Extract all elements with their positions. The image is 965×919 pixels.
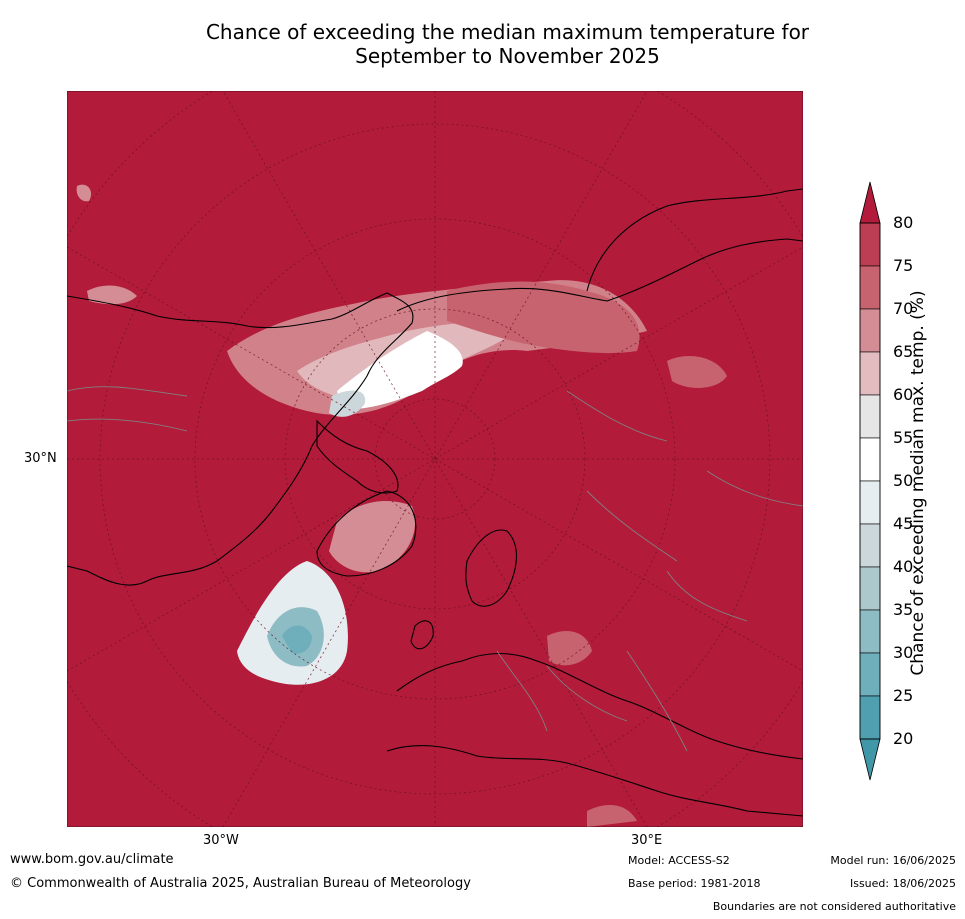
colorbar-tick-label: 70 [893,299,914,318]
region-north-atlantic-coldest [282,625,312,654]
colorbar-bin [859,523,881,568]
colorbar-bins [859,222,881,740]
colorbar-tick-label: 75 [893,256,914,275]
region-bottom-right [587,805,637,827]
colorbar-bin [859,652,881,697]
coast-greenland [316,490,417,577]
colorbar-under-arrow [859,738,881,781]
longitude-label-30e: 30°E [631,833,663,848]
colorbar [859,181,881,781]
colorbar-bin [859,695,881,740]
region-greenland [329,501,416,573]
region-asia-east [667,356,727,388]
colorbar-bin [859,222,881,267]
coastlines [67,188,803,817]
coast-mediterranean [386,745,803,817]
footer-model: Model: ACCESS-S2 [628,854,730,867]
coast-siberia [396,238,803,312]
coast-north-america [67,292,414,586]
region-europe-warm [547,631,592,666]
colorbar-tick-label: 60 [893,385,914,404]
colorbar-bin [859,609,881,654]
title-line-2: September to November 2025 [355,44,660,68]
colorbar-bin [859,351,881,396]
polar-stereographic-map [67,91,803,827]
colorbar-over-arrow [859,181,881,224]
latitude-label-30n: 30°N [24,451,57,466]
colorbar-tick-label: 20 [893,729,914,748]
colorbar-tick-label: 65 [893,342,914,361]
coast-asia-east [586,188,803,292]
region-near-normal [337,331,463,410]
colorbar-title: Chance of exceeding median max. temp. (%… [908,290,928,676]
colorbar-tick-label: 40 [893,557,914,576]
colorbar-bin [859,394,881,439]
colorbar-bin [859,566,881,611]
coast-scandinavia [465,529,518,607]
coast-arctic-islands [316,419,399,494]
region-pacific-small [76,184,92,202]
colorbar-tick-label: 25 [893,686,914,705]
title-line-1: Chance of exceeding the median maximum t… [205,20,810,44]
graticule [67,91,803,827]
longitude-label-30w: 30°W [203,833,239,848]
colorbar-tick-label: 30 [893,643,914,662]
colorbar-tick-label: 35 [893,600,914,619]
colorbar-bin [859,308,881,353]
coast-british-isles [410,620,434,650]
colorbar-tick-label: 55 [893,428,914,447]
footer-model-run: Model run: 16/06/2025 [830,854,956,867]
country-borders [67,386,803,752]
colorbar-bin [859,437,881,482]
footer-copyright: © Commonwealth of Australia 2025, Austra… [10,876,471,891]
region-siberia [447,281,640,354]
colorbar-tick-label: 50 [893,471,914,490]
footer-issued: Issued: 18/06/2025 [849,877,956,890]
region-near-normal-grey [329,390,366,417]
colorbar-tick-label: 80 [893,213,914,232]
region-alaska [87,285,137,305]
footer-base-period: Base period: 1981-2018 [628,877,761,890]
colorbar-bin [859,480,881,525]
footer-url: www.bom.gov.au/climate [10,852,174,867]
map-background-field [67,91,803,827]
probability-regions [76,184,727,827]
coast-europe [396,653,803,760]
map-title: Chance of exceeding the median maximum t… [150,20,865,68]
colorbar-tick-label: 45 [893,514,914,533]
footer-disclaimer: Boundaries are not considered authoritat… [712,900,956,913]
colorbar-bin [859,265,881,310]
